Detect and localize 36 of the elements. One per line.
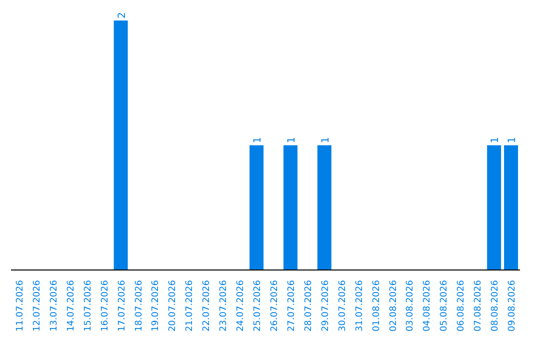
x-tick-label: 31.07.2026 [354,280,365,332]
x-tick-label: 17.07.2026 [117,280,128,332]
x-tick-label: 25.07.2026 [253,280,264,332]
x-tick-label: 15.07.2026 [83,280,94,332]
x-tick-label: 03.08.2026 [406,280,416,332]
x-tick-label: 14.07.2026 [66,280,76,332]
data-label: 1 [507,136,518,144]
x-tick-label: 27.07.2026 [286,280,297,332]
x-tick-label: 02.08.2026 [388,280,399,332]
x-tick-label: 30.07.2026 [338,280,348,332]
x-tick-label: 21.07.2026 [185,280,196,332]
x-tick-label: 07.08.2026 [474,280,484,332]
data-label: 1 [252,136,264,144]
x-tick-label: 29.07.2026 [320,280,331,332]
x-tick-label: 22.07.2026 [202,280,212,332]
data-label: 1 [320,136,332,144]
x-tick-label: 18.07.2026 [134,280,144,332]
x-tick-label: 01.08.2026 [372,280,382,332]
x-tick-label: 06.08.2026 [456,280,467,332]
x-tick-label: 11.07.2026 [15,280,26,332]
x-tick-label: 04.08.2026 [422,280,433,332]
data-label: 1 [286,136,298,144]
x-tick-label: 05.08.2026 [440,280,450,332]
x-tick-label: 24.07.2026 [236,280,246,332]
x-tick-label: 13.07.2026 [49,280,60,332]
x-tick-label: 20.07.2026 [168,280,178,332]
data-label: 2 [116,12,128,18]
x-tick-label: 23.07.2026 [219,280,230,332]
x-tick-label: 28.07.2026 [304,280,314,332]
data-label: 1 [490,136,502,144]
x-tick-label: 08.08.2026 [490,280,501,332]
x-tick-label: 16.07.2026 [100,280,110,332]
x-tick-label: 19.07.2026 [151,280,162,332]
x-tick-label: 26.07.2026 [270,280,280,332]
x-tick-label: 12.07.2026 [32,280,42,332]
x-tick-label: 09.08.2026 [508,280,518,332]
